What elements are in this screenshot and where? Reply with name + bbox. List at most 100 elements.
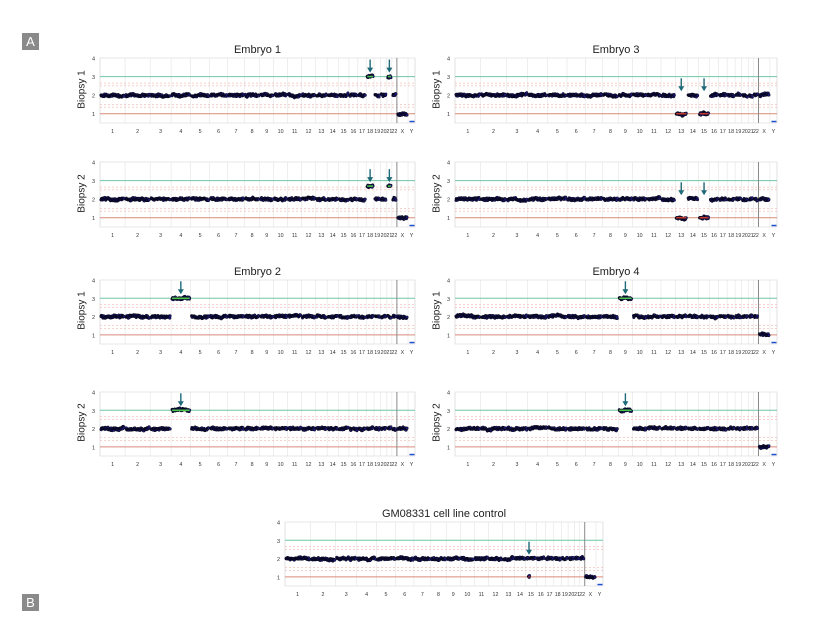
aneuploidy-arrow-head [701,86,708,92]
x-tick-label: 16 [711,129,717,135]
aneuploidy-arrow-head [367,177,374,183]
x-tick-label: 14 [330,350,336,356]
x-tick-label: 22 [753,233,759,239]
y-axis-label: Biopsy 1 [76,69,88,109]
chart-title: Embryo 1 [233,44,282,56]
y-tick-label: 2 [92,198,95,204]
x-tick-label: 19 [374,462,380,468]
x-tick-label: 4 [536,129,539,135]
x-tick-label: 15 [341,350,347,356]
copy-number-point [405,315,409,319]
x-tick-label: 2 [136,129,139,135]
copy-number-point [405,215,409,219]
y-tick-label: 3 [92,75,95,81]
y-tick-label: 4 [92,57,95,63]
panel-label-a: A [22,33,39,50]
x-tick-label: 7 [235,233,238,239]
x-tick-label: 3 [516,129,519,135]
x-tick-label: 7 [593,233,596,239]
x-tick-label: 10 [637,233,643,239]
y-axis-label: Biopsy 1 [431,69,443,109]
x-tick-label: 11 [292,129,298,135]
x-tick-label: 12 [306,129,312,135]
y-tick-label: 2 [447,198,450,204]
x-tick-label: 21 [386,350,392,356]
y-axis-label: Biopsy 2 [76,403,88,442]
x-tick-label: 17 [359,129,365,135]
x-tick-label: 12 [665,129,671,135]
x-tick-label: 11 [651,129,657,135]
x-tick-label: 2 [136,462,139,468]
y-tick-label: 2 [447,94,450,100]
x-tick-label: 3 [159,233,162,239]
x-tick-label: 19 [374,350,380,356]
x-tick-label: 16 [711,233,717,239]
aneuploidy-arrow-head [678,190,685,196]
x-tick-label: 8 [251,233,254,239]
aneuploidy-arrow-head [177,289,184,295]
x-tick-label: 1 [466,233,469,239]
x-tick-label: 12 [306,462,312,468]
x-tick-label: 13 [318,233,324,239]
x-tick-label: 14 [690,233,696,239]
x-tick-label: 17 [720,129,726,135]
aneuploidy-arrow-head [701,190,708,196]
x-tick-label: 10 [278,462,284,468]
x-tick-label: 22 [753,129,759,135]
copy-number-point [696,198,700,202]
x-tick-label: Y [772,233,776,239]
x-tick-label: Y [410,129,414,135]
x-tick-label: 22 [391,233,397,239]
y-tick-label: 4 [447,161,450,167]
x-tick-label: 21 [386,462,392,468]
aneuploidy-arrow-head [367,67,374,73]
x-tick-label: 14 [690,129,696,135]
x-tick-label: 22 [391,129,397,135]
x-tick-label: 11 [651,233,657,239]
x-tick-label: 20 [381,233,387,239]
y-tick-label: 3 [447,75,450,81]
x-tick-label: 20 [742,129,748,135]
x-tick-label: 5 [199,350,202,356]
x-tick-label: 11 [292,233,298,239]
x-tick-label: 17 [359,462,365,468]
copy-number-point [672,198,676,202]
x-tick-label: 13 [318,129,324,135]
x-tick-label: Y [410,462,414,468]
y-tick-label: 2 [92,315,95,321]
x-tick-label: 9 [624,233,627,239]
x-tick-label: 18 [367,462,373,468]
copy-number-point [739,197,743,201]
x-tick-label: 10 [278,233,284,239]
x-tick-label: 5 [556,233,559,239]
x-tick-label: 8 [251,462,254,468]
x-tick-label: 21 [748,129,754,135]
x-tick-label: X [762,129,766,135]
copy-number-point [335,95,339,99]
aneuploidy-arrow-head [177,401,184,407]
x-tick-label: 6 [217,233,220,239]
x-tick-label: 4 [179,233,182,239]
chart-title: Embryo 2 [233,266,282,278]
x-tick-label: 13 [678,233,684,239]
x-tick-label: 1 [111,462,114,468]
y-tick-label: 4 [92,279,95,285]
x-tick-label: 12 [306,233,312,239]
x-tick-label: 4 [179,129,182,135]
x-tick-label: 20 [381,129,387,135]
copy-number-point [405,113,409,117]
x-tick-label: 3 [159,129,162,135]
x-tick-label: 22 [391,350,397,356]
x-tick-label: 9 [265,233,268,239]
x-tick-label: 17 [359,233,365,239]
copy-number-point [767,198,771,202]
x-tick-label: Y [772,129,776,135]
y-tick-label: 1 [447,112,450,118]
y-tick-label: 1 [92,112,95,118]
y-tick-label: 1 [447,216,450,222]
